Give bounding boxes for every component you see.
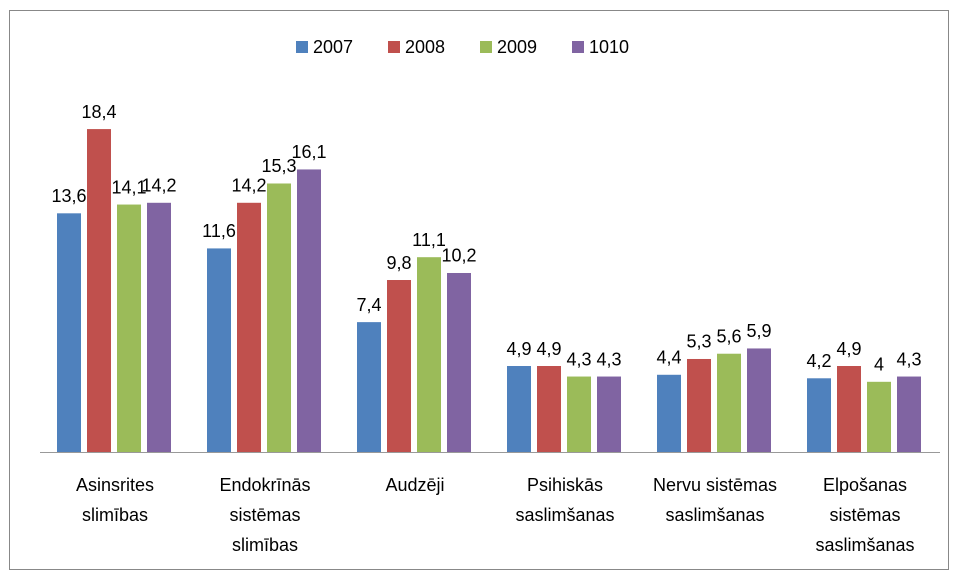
- legend-swatch: [480, 41, 492, 53]
- bar: [897, 376, 921, 452]
- x-tick-label: Endokrīnās sistēmas slimības: [219, 475, 311, 555]
- bar: [147, 202, 171, 452]
- data-label: 4,9: [836, 339, 861, 359]
- data-label: 11,6: [202, 221, 236, 241]
- data-label: 4: [874, 355, 884, 375]
- bar: [297, 169, 321, 452]
- bar: [747, 348, 771, 452]
- data-label: 16,1: [291, 142, 326, 162]
- bar: [567, 376, 591, 452]
- bar: [837, 366, 861, 452]
- x-tick-label: Asinsrites slimības: [75, 475, 155, 525]
- data-label: 14,2: [231, 176, 266, 196]
- bar: [207, 248, 231, 452]
- data-label: 15,3: [261, 156, 296, 176]
- data-label: 11,1: [412, 230, 446, 250]
- data-label: 14,1: [111, 177, 146, 197]
- data-label: 10,2: [441, 246, 476, 266]
- legend-swatch: [572, 41, 584, 53]
- data-label: 4,9: [536, 339, 561, 359]
- data-label: 4,9: [506, 339, 531, 359]
- bar: [507, 366, 531, 452]
- bar: [597, 376, 621, 452]
- x-tick-label: Audzēji: [385, 475, 445, 495]
- data-label: 18,4: [81, 102, 116, 122]
- bar: [537, 366, 561, 452]
- legend-label: 1010: [589, 37, 629, 57]
- legend-swatch: [296, 41, 308, 53]
- data-label: 4,3: [566, 349, 591, 369]
- bar: [717, 353, 741, 452]
- bar: [87, 129, 111, 452]
- bar: [417, 257, 441, 452]
- legend-swatch: [388, 41, 400, 53]
- data-label: 7,4: [356, 295, 381, 315]
- x-tick-label: Elpošanas sistēmas saslimšanas: [815, 475, 915, 555]
- data-label: 4,3: [596, 349, 621, 369]
- bar: [237, 202, 261, 452]
- legend-label: 2009: [497, 37, 537, 57]
- bar: [687, 358, 711, 452]
- data-label: 13,6: [51, 186, 86, 206]
- bar: [807, 378, 831, 452]
- x-tick-label: Psihiskās saslimšanas: [515, 475, 615, 525]
- bar: [267, 183, 291, 453]
- bar: [57, 213, 81, 452]
- data-label: 9,8: [386, 253, 411, 273]
- data-label: 5,9: [746, 321, 771, 341]
- bar: [117, 204, 141, 452]
- bar: [657, 374, 681, 452]
- bar: [357, 322, 381, 452]
- data-label: 5,6: [716, 326, 741, 346]
- x-tick-label: Nervu sistēmas saslimšanas: [652, 475, 778, 525]
- bar: [867, 381, 891, 452]
- legend-label: 2007: [313, 37, 353, 57]
- data-label: 4,2: [806, 351, 831, 371]
- bar: [447, 272, 471, 452]
- data-label: 14,2: [141, 176, 176, 196]
- bar: [387, 280, 411, 452]
- legend-label: 2008: [405, 37, 445, 57]
- data-label: 5,3: [686, 332, 711, 352]
- data-label: 4,4: [656, 348, 681, 368]
- data-label: 4,3: [896, 349, 921, 369]
